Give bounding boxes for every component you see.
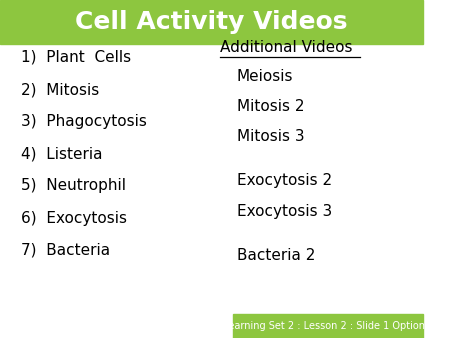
Text: 7)  Bacteria: 7) Bacteria — [21, 243, 110, 258]
Text: Additional Videos: Additional Videos — [220, 40, 352, 55]
Text: Cell Activity Videos: Cell Activity Videos — [75, 10, 348, 34]
Text: Exocytosis 2: Exocytosis 2 — [237, 173, 332, 188]
Text: Bacteria 2: Bacteria 2 — [237, 248, 315, 263]
Text: 2)  Mitosis: 2) Mitosis — [21, 82, 99, 97]
Text: 1)  Plant  Cells: 1) Plant Cells — [21, 50, 131, 65]
Text: 5)  Neutrophil: 5) Neutrophil — [21, 178, 126, 193]
FancyBboxPatch shape — [0, 0, 423, 44]
Text: Exocytosis 3: Exocytosis 3 — [237, 204, 332, 219]
Text: 3)  Phagocytosis: 3) Phagocytosis — [21, 114, 147, 129]
Text: Mitosis 3: Mitosis 3 — [237, 129, 305, 144]
Text: 6)  Exocytosis: 6) Exocytosis — [21, 211, 127, 225]
Text: Learning Set 2 : Lesson 2 : Slide 1 Optional: Learning Set 2 : Lesson 2 : Slide 1 Opti… — [222, 321, 433, 331]
Text: 4)  Listeria: 4) Listeria — [21, 146, 103, 161]
Text: Meiosis: Meiosis — [237, 69, 293, 83]
FancyBboxPatch shape — [233, 314, 423, 338]
Text: Mitosis 2: Mitosis 2 — [237, 99, 305, 114]
